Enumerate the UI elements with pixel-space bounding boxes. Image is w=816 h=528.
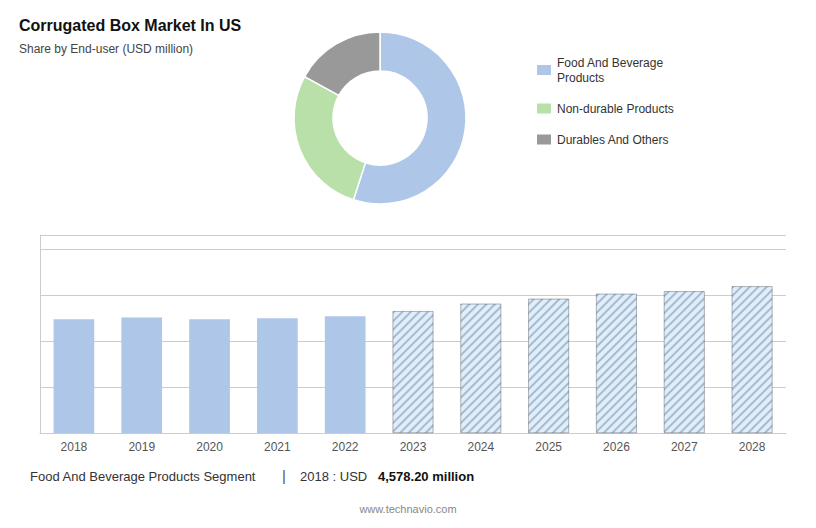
svg-text:Food And Beverage Products Seg: Food And Beverage Products Segment [30, 469, 256, 484]
svg-text:www.technavio.com: www.technavio.com [358, 503, 456, 515]
svg-text:Products: Products [557, 71, 604, 85]
svg-text:|: | [282, 467, 286, 484]
svg-text:2018 : USD: 2018 : USD [300, 469, 367, 484]
svg-text:4,578.20 million: 4,578.20 million [378, 469, 474, 484]
svg-text:Non-durable Products: Non-durable Products [557, 102, 674, 116]
svg-text:Durables And Others: Durables And Others [557, 133, 668, 147]
svg-text:2022: 2022 [332, 440, 359, 454]
svg-text:2028: 2028 [739, 440, 766, 454]
svg-text:Corrugated Box Market In US: Corrugated Box Market In US [19, 17, 242, 34]
svg-text:2027: 2027 [671, 440, 698, 454]
svg-text:2020: 2020 [196, 440, 223, 454]
svg-text:2018: 2018 [61, 440, 88, 454]
svg-text:2024: 2024 [467, 440, 494, 454]
svg-text:2021: 2021 [264, 440, 291, 454]
svg-text:2025: 2025 [535, 440, 562, 454]
svg-text:Share by End-user (USD million: Share by End-user (USD million) [19, 42, 193, 56]
svg-text:2026: 2026 [603, 440, 630, 454]
svg-text:2023: 2023 [400, 440, 427, 454]
svg-text:Food And Beverage: Food And Beverage [557, 56, 663, 70]
svg-text:2019: 2019 [128, 440, 155, 454]
